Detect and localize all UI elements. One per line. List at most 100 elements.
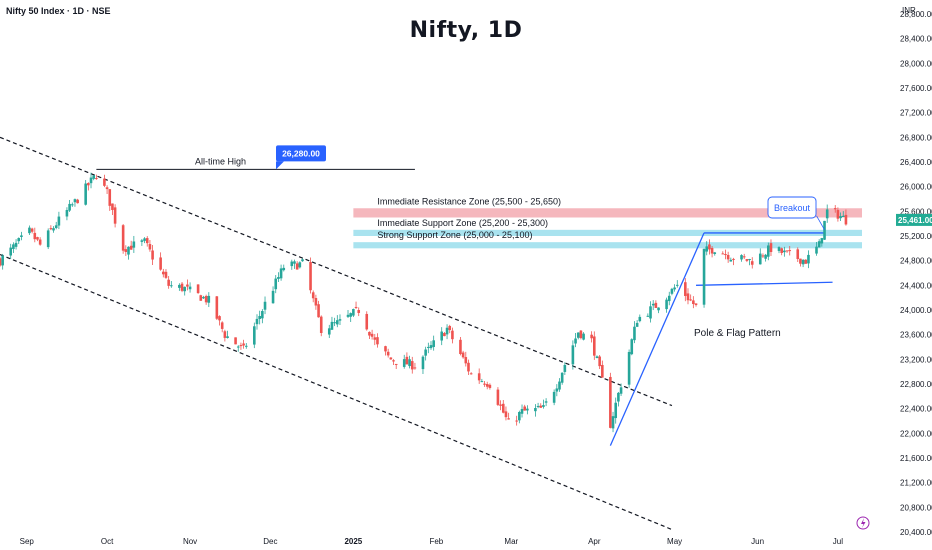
candle: [574, 333, 577, 348]
candle-body: [499, 404, 502, 406]
candle-body: [555, 388, 559, 392]
candle: [745, 259, 749, 263]
candle: [630, 338, 634, 356]
candle-body: [54, 225, 58, 229]
candle-body: [617, 392, 620, 402]
candle: [52, 226, 55, 233]
candle-body: [657, 307, 660, 311]
candle-body: [384, 346, 387, 352]
candle-body: [467, 362, 470, 372]
candle-body: [801, 259, 805, 265]
candle-body: [204, 296, 208, 303]
candle-body: [293, 261, 296, 264]
candle: [833, 205, 837, 213]
chart-title: Nifty, 1D: [409, 18, 523, 43]
y-tick-label: 20,400.00: [900, 528, 932, 537]
candle-body: [410, 361, 414, 370]
candle: [186, 279, 189, 291]
candle-body: [274, 278, 278, 290]
x-tick-label: Nov: [183, 537, 197, 546]
candle-body: [574, 338, 577, 344]
candle: [129, 240, 133, 250]
candle-body: [218, 316, 221, 321]
candle-body: [354, 306, 358, 308]
candle-body: [183, 286, 187, 292]
candle-body: [742, 256, 746, 258]
candle: [617, 391, 620, 407]
candle: [461, 350, 465, 359]
candle: [103, 174, 106, 188]
candle: [220, 321, 224, 333]
candle: [783, 246, 786, 257]
candle-body: [825, 209, 829, 219]
candle: [161, 268, 165, 278]
candle-body: [815, 246, 818, 254]
candle: [534, 404, 537, 417]
x-tick-label: Jul: [833, 537, 843, 546]
candle: [376, 333, 379, 348]
candle-body: [469, 373, 473, 375]
candle-body: [496, 389, 500, 405]
candle: [485, 381, 489, 390]
candle: [777, 246, 781, 254]
candle: [710, 245, 714, 258]
x-tick-label: 2025: [344, 537, 362, 546]
candle-body: [432, 340, 435, 347]
x-axis: Sep Oct Nov Dec 2025 Feb Mar Apr May Jun Jul: [20, 537, 844, 546]
candle-body: [560, 372, 564, 383]
candle-body: [370, 333, 374, 337]
y-tick-label: 24,400.00: [900, 281, 932, 290]
candle-body: [836, 210, 840, 219]
candle-body: [295, 263, 299, 270]
candle: [740, 254, 743, 262]
candle: [402, 354, 406, 369]
candle-body: [33, 232, 37, 240]
candle-body: [501, 403, 505, 413]
candle: [215, 296, 219, 321]
candle: [702, 248, 706, 308]
candle-body: [392, 360, 395, 362]
candle: [443, 331, 446, 337]
candle: [758, 248, 762, 265]
candle: [253, 322, 256, 349]
candle: [501, 400, 505, 414]
candle: [132, 235, 136, 253]
candle: [713, 251, 717, 256]
candle-body: [202, 296, 205, 299]
candle: [180, 282, 184, 293]
candle-body: [539, 405, 543, 408]
candle-body: [30, 228, 34, 232]
candle: [780, 247, 783, 256]
candle: [817, 239, 821, 248]
candle-body: [654, 302, 658, 308]
candle: [657, 307, 660, 314]
candle-body: [667, 295, 671, 302]
candle: [785, 250, 789, 253]
candle-body: [57, 216, 61, 226]
candle-body: [651, 303, 655, 306]
candle: [314, 294, 318, 310]
candle: [70, 202, 74, 207]
y-tick-label: 25,200.00: [900, 232, 932, 241]
candle-body: [429, 345, 433, 349]
candle: [788, 246, 792, 256]
candle: [333, 317, 336, 327]
candle: [127, 246, 130, 260]
candle-body: [220, 322, 224, 329]
candle: [244, 343, 248, 349]
candle-body: [424, 349, 427, 356]
y-tick-label: 20,800.00: [900, 503, 932, 512]
candle-body: [170, 285, 173, 287]
candle-body: [630, 339, 634, 355]
candle: [223, 329, 227, 342]
candle-body: [196, 284, 200, 294]
candle-body: [159, 257, 162, 270]
candle: [336, 315, 339, 328]
candle: [432, 335, 435, 351]
candle: [394, 363, 398, 370]
candle: [95, 174, 98, 180]
candle: [761, 253, 765, 258]
candle: [9, 243, 13, 260]
candle-body: [258, 316, 261, 319]
